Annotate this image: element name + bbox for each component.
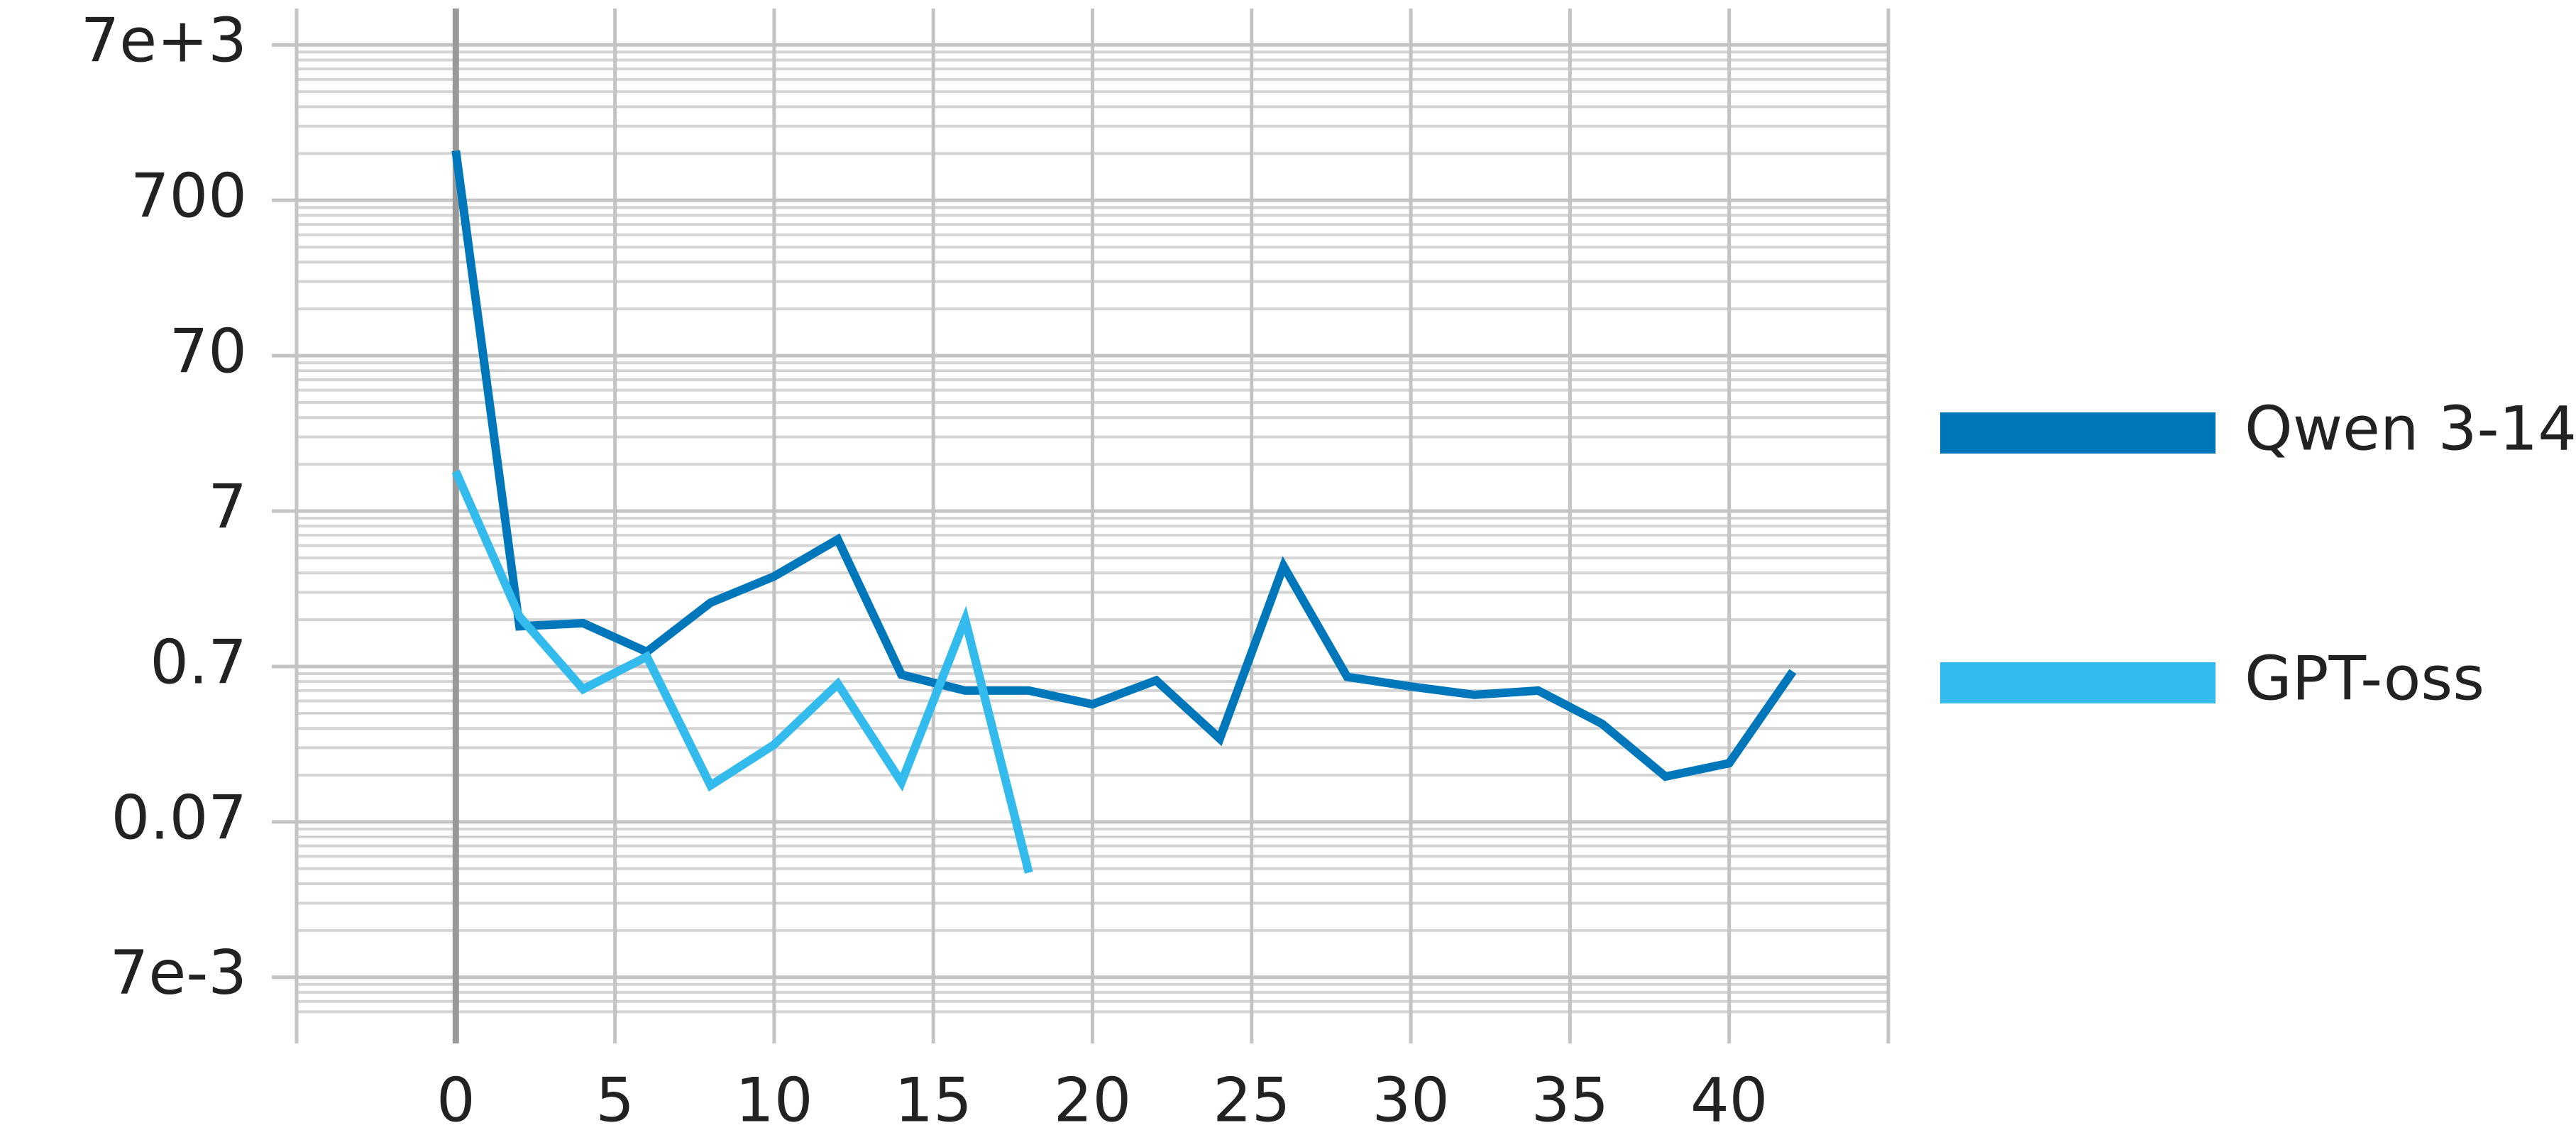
x-tick-label: 35 — [1531, 1065, 1609, 1135]
y-tick-label: 7 — [208, 471, 247, 542]
y-tick-label: 0.07 — [111, 782, 247, 853]
y-tick-label: 7e+3 — [81, 6, 247, 77]
x-tick-label: 10 — [735, 1065, 813, 1135]
x-tick-label: 5 — [595, 1065, 634, 1135]
x-tick-label: 15 — [894, 1065, 971, 1135]
series-line — [451, 469, 1033, 874]
x-tick-label: 25 — [1213, 1065, 1290, 1135]
legend-label: Qwen 3-14B — [2245, 393, 2576, 464]
legend-swatch — [1940, 662, 2216, 703]
y-tick-label: 0.7 — [150, 627, 247, 698]
y-tick-label: 70 — [170, 317, 247, 388]
x-tick-label: 20 — [1054, 1065, 1131, 1135]
y-tick-label: 700 — [131, 161, 247, 232]
series-line — [451, 150, 1797, 782]
legend-label: GPT-oss — [2245, 643, 2484, 714]
x-tick-label: 30 — [1372, 1065, 1449, 1135]
x-tick-label: 0 — [436, 1065, 475, 1135]
x-tick-label: 40 — [1690, 1065, 1768, 1135]
legend-swatch — [1940, 412, 2216, 454]
y-tick-label: 7e-3 — [110, 938, 247, 1009]
